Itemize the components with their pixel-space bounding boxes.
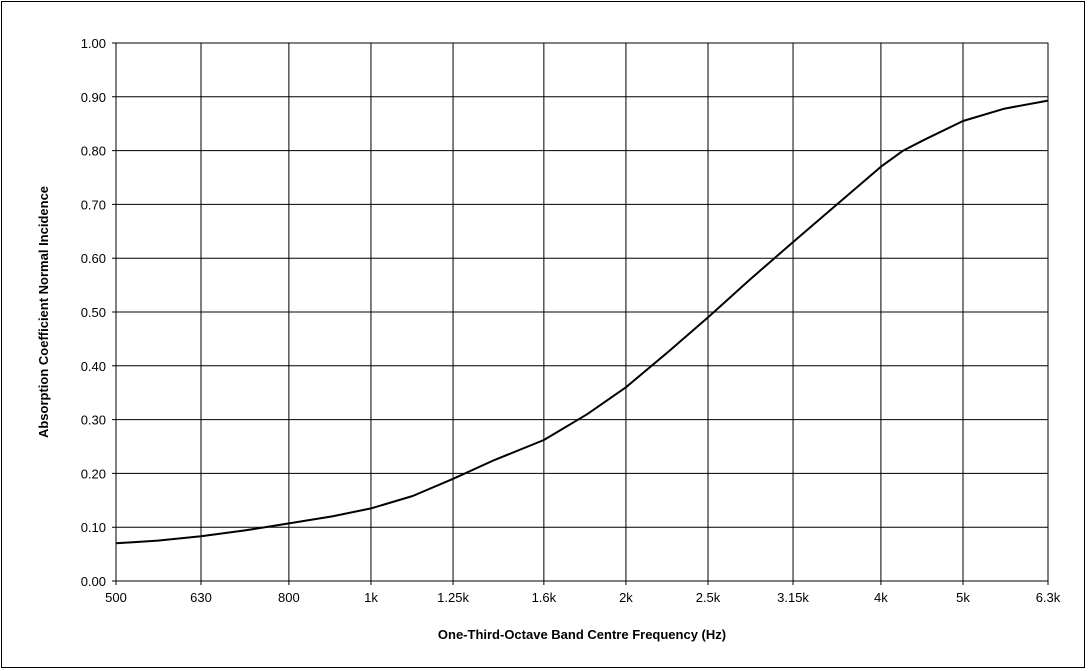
x-tick-label: 2k <box>619 590 633 605</box>
series-line-0 <box>115 99 1049 545</box>
x-tick-label: 1.6k <box>532 590 557 605</box>
y-tick-label: 0.30 <box>81 413 106 428</box>
y-axis-label: Absorption Coefficient Normal Incidence <box>36 186 51 438</box>
y-tick-label: 0.10 <box>81 520 106 535</box>
y-tick-label: 0.80 <box>81 144 106 159</box>
x-tick-label: 5k <box>956 590 970 605</box>
y-tick-label: 0.20 <box>81 466 106 481</box>
x-tick-label: 2.5k <box>696 590 721 605</box>
y-tick-label: 0.00 <box>81 574 106 589</box>
plot-area <box>115 42 1049 582</box>
y-tick-label: 0.50 <box>81 305 106 320</box>
x-axis-ticks: 500 630 800 1k 1.25k 1.6k 2k 2.5k 3.15k 4k 5k 6.3k <box>105 590 1061 605</box>
series-layer <box>115 99 1049 545</box>
x-tick-label: 1k <box>364 590 378 605</box>
x-tick-label: 630 <box>190 590 212 605</box>
y-tick-label: 0.40 <box>81 359 106 374</box>
y-tick-label: 1.00 <box>81 36 106 51</box>
y-tick-label: 0.90 <box>81 90 106 105</box>
x-tick-label: 3.15k <box>777 590 809 605</box>
x-tick-label: 800 <box>278 590 300 605</box>
x-tick-label: 500 <box>105 590 127 605</box>
y-tick-label: 0.60 <box>81 251 106 266</box>
y-tick-label: 0.70 <box>81 197 106 212</box>
x-tick-label: 1.25k <box>437 590 469 605</box>
x-tick-label: 4k <box>874 590 888 605</box>
grid-lines <box>112 42 1049 585</box>
x-axis-label: One-Third-Octave Band Centre Frequency (… <box>438 627 726 642</box>
x-tick-label: 6.3k <box>1036 590 1061 605</box>
y-axis-ticks: 0.00 0.10 0.20 0.30 0.40 0.50 0.60 0.70 0.80 0.90… <box>81 36 106 589</box>
